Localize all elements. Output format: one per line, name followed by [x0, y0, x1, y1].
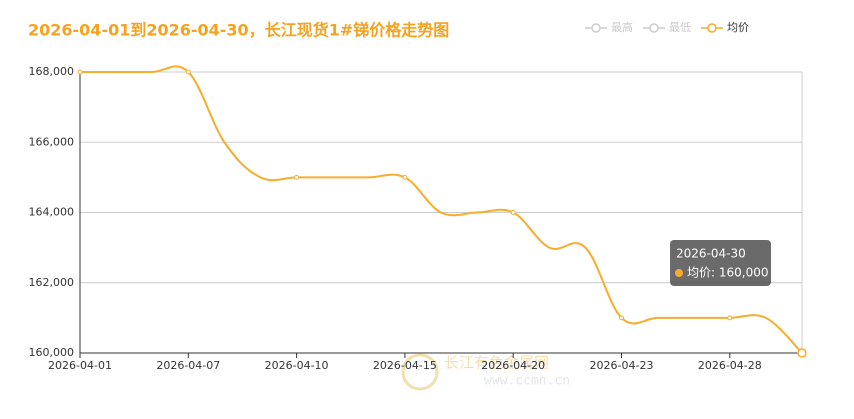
tooltip-title: 2026-04-30	[676, 247, 746, 261]
point	[77, 69, 83, 75]
x-tick-label: 2026-04-23	[590, 359, 654, 372]
x-tick-label: 2026-04-20	[481, 359, 545, 372]
legend-symbol	[649, 23, 659, 33]
x-tick-label: 2026-04-07	[156, 359, 220, 372]
point	[727, 315, 733, 321]
point	[510, 210, 516, 215]
line	[80, 65, 803, 354]
point	[402, 174, 408, 180]
chart-title: 2026-04-01到2026-04-30，长江现货1#锑价格走势图	[28, 21, 449, 40]
point	[619, 315, 624, 321]
x-tick-label: 2026-04-01	[48, 359, 112, 372]
y-tick-label: 168,000	[29, 65, 75, 78]
tooltip-text: 均价: 160,000	[687, 266, 768, 280]
point	[797, 348, 807, 358]
y-tick-label: 164,000	[29, 206, 75, 219]
tooltip-dot	[675, 269, 683, 277]
watermark-url: www.ccmn.cn	[484, 374, 570, 389]
x-tick-label: 2026-04-15	[373, 359, 437, 372]
point	[294, 174, 300, 180]
legend-symbol	[707, 23, 717, 33]
y-tick-label: 166,000	[29, 135, 75, 148]
legend-label: 最低	[669, 21, 691, 34]
legend-label: 最高	[611, 20, 633, 34]
legend-symbol	[591, 23, 601, 33]
legend-label: 均价	[727, 21, 749, 34]
point	[185, 69, 191, 75]
tooltip: 2026-04-30 均价: 160,000	[670, 240, 771, 286]
tooltip-box	[670, 240, 771, 286]
watermark-name: 长江有色金属网	[444, 354, 549, 372]
x-tick-label: 2026-04-10	[265, 359, 329, 372]
watermark-logo	[401, 353, 439, 391]
y-tick-label: 160,000	[29, 346, 75, 359]
y-tick-label: 162,000	[29, 276, 75, 289]
x-tick-label: 2026-04-28	[698, 359, 762, 372]
